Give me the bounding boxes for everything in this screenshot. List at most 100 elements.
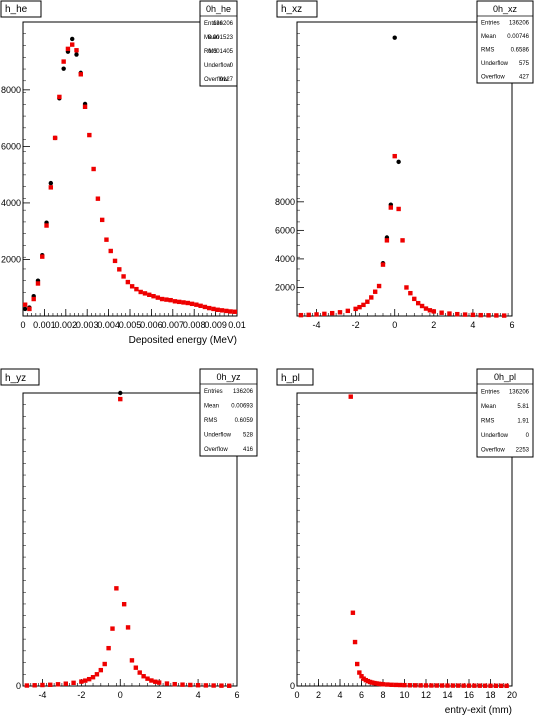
histogram-tab[interactable] bbox=[0, 368, 40, 386]
stats-title: 0h_yz bbox=[216, 372, 241, 382]
x-axis-label: Deposited energy (MeV) bbox=[129, 335, 237, 346]
x-tick-label: 0 bbox=[294, 690, 299, 700]
data-point bbox=[27, 306, 32, 312]
data-point bbox=[114, 586, 119, 591]
data-point bbox=[423, 306, 429, 311]
y-tick-label: 4000 bbox=[275, 254, 295, 264]
data-point bbox=[298, 312, 304, 318]
data-point bbox=[419, 303, 425, 309]
data-point bbox=[203, 683, 209, 688]
stats-frame bbox=[199, 0, 238, 87]
data-point bbox=[57, 94, 62, 100]
data-point bbox=[133, 665, 139, 670]
x-tick-label: 0 bbox=[392, 320, 397, 330]
data-point bbox=[466, 683, 472, 688]
data-point bbox=[117, 267, 122, 272]
stats-row-value: 0 bbox=[230, 63, 234, 69]
data-point bbox=[82, 104, 88, 110]
data-point bbox=[488, 683, 493, 688]
stats-row-value: 575 bbox=[519, 61, 530, 67]
stats-frame bbox=[199, 368, 258, 457]
x-tick-label: -4 bbox=[313, 320, 321, 330]
x-tick-label: 2 bbox=[431, 320, 436, 330]
stats-row-label: RMS bbox=[204, 418, 217, 424]
data-point bbox=[83, 678, 88, 683]
x-tick-labels: -4 -2 0 2 4 6 bbox=[22, 679, 240, 700]
stats-row-label: Underflow bbox=[204, 63, 232, 69]
data-point bbox=[195, 683, 201, 688]
data-point bbox=[185, 300, 190, 306]
data-point bbox=[224, 308, 229, 314]
x-tick-label: 12 bbox=[421, 690, 431, 700]
data-point bbox=[376, 283, 382, 289]
data-point bbox=[168, 297, 173, 303]
data-point bbox=[407, 683, 413, 688]
stats-row-label: Entries bbox=[481, 21, 500, 27]
x-tick-label: 16 bbox=[464, 690, 474, 700]
data-point bbox=[380, 262, 386, 267]
data-point bbox=[31, 296, 36, 302]
x-tick-label: 4 bbox=[196, 690, 201, 700]
data-point bbox=[372, 289, 378, 294]
y-tick-label: 0 bbox=[290, 681, 295, 691]
stats-row-label: Underflow bbox=[481, 61, 509, 67]
histogram-tab[interactable] bbox=[276, 0, 318, 18]
stats-row-label: RMS bbox=[204, 49, 217, 55]
data-point bbox=[400, 238, 405, 243]
stats-row-label: RMS bbox=[481, 48, 494, 54]
y-tick-label: 2000 bbox=[1, 254, 21, 264]
data-point bbox=[198, 303, 203, 309]
data-point bbox=[350, 610, 356, 615]
stats-frame bbox=[476, 0, 534, 84]
tab-label-group[interactable]: h_yz bbox=[0, 368, 40, 386]
data-point bbox=[357, 670, 362, 675]
data-point bbox=[352, 639, 358, 645]
data-point bbox=[462, 312, 468, 317]
data-point bbox=[396, 159, 401, 165]
data-point bbox=[329, 310, 335, 316]
data-point bbox=[129, 284, 135, 289]
data-point bbox=[348, 394, 353, 399]
stats-row-label: Entries bbox=[204, 389, 223, 395]
x-tick-label: 18 bbox=[485, 690, 495, 700]
data-point bbox=[138, 289, 143, 295]
stats-row-value: 0.6586 bbox=[511, 48, 530, 54]
stats-title: 0h_pl bbox=[494, 372, 516, 382]
data-point bbox=[98, 667, 104, 673]
x-tick-label: 0.004 bbox=[97, 320, 120, 330]
stats-row-value: 0.001405 bbox=[208, 49, 234, 55]
histogram-tab[interactable] bbox=[0, 0, 42, 18]
data-point bbox=[86, 676, 92, 682]
panel-frame bbox=[296, 21, 513, 317]
stats-row-label: Mean bbox=[204, 404, 219, 410]
data-point bbox=[392, 35, 397, 40]
data-point bbox=[211, 683, 216, 688]
data-point bbox=[91, 166, 96, 172]
x-tick-label: 20 bbox=[507, 690, 517, 700]
x-tick-label: 0.005 bbox=[119, 320, 142, 330]
data-point bbox=[121, 602, 127, 607]
histogram-tab[interactable] bbox=[276, 368, 314, 386]
data-point bbox=[32, 683, 37, 688]
stats-title: 0h_he bbox=[206, 4, 231, 14]
tab-label-group[interactable]: h_he bbox=[0, 0, 42, 18]
data-point bbox=[211, 306, 216, 312]
data-point bbox=[219, 683, 224, 688]
tab-label-group[interactable]: h_xz bbox=[276, 0, 318, 18]
data-point bbox=[427, 308, 433, 313]
stats-row-value: 416 bbox=[243, 447, 254, 453]
data-point bbox=[61, 59, 66, 64]
data-point bbox=[202, 304, 208, 310]
data-markers bbox=[348, 394, 509, 689]
stats-row-value: 9127 bbox=[220, 77, 234, 83]
data-point bbox=[215, 307, 220, 312]
stats-row-label: Underflow bbox=[204, 432, 232, 438]
tab-label-group[interactable]: h_pl bbox=[276, 368, 314, 386]
data-point bbox=[470, 312, 476, 318]
x-tick-label: 0.001 bbox=[33, 320, 56, 330]
stats-row-label: Overflow bbox=[204, 77, 228, 83]
data-point bbox=[61, 66, 66, 71]
data-point bbox=[306, 312, 311, 318]
data-point bbox=[159, 296, 165, 302]
